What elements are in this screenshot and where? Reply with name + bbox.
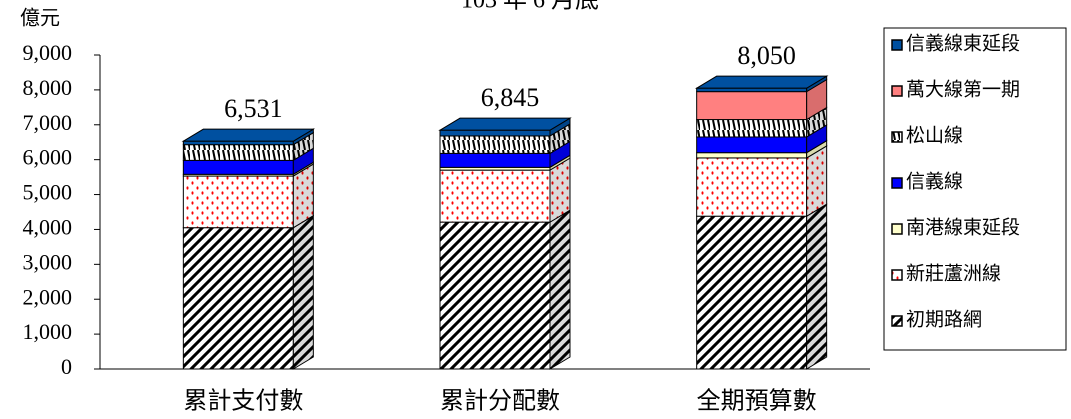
bar-side-shade (806, 79, 827, 120)
bar-segment (439, 154, 571, 172)
bar-side-shade (550, 155, 570, 171)
bar-front (439, 221, 551, 370)
bar-front (696, 91, 808, 121)
x-tick-label: 全期預算數 (697, 388, 817, 415)
bar-side-shade (550, 210, 570, 369)
bar-side-shade (550, 123, 570, 154)
bar-side-shade (550, 141, 570, 168)
bar-front (182, 175, 294, 229)
bar-front (696, 215, 808, 370)
bar-front (439, 129, 551, 137)
y-tick-label: 6,000 (23, 145, 73, 170)
bar-segment (439, 140, 571, 169)
bar-segment (182, 147, 314, 176)
legend-swatch (891, 39, 903, 51)
bar-side-shade (550, 158, 570, 223)
bar-side-shade (293, 164, 314, 228)
y-tick-label: 2,000 (23, 284, 73, 309)
bar-segment (439, 123, 571, 155)
bar-side-shade (550, 118, 570, 136)
bar-side-shade (293, 129, 314, 145)
bar-segment (439, 209, 571, 370)
bar-side-shade (806, 124, 827, 153)
legend-swatch (891, 223, 903, 235)
bar-segment (696, 124, 828, 154)
bar-side-shade (806, 204, 827, 369)
legend-swatch (891, 315, 903, 327)
y-tick-label: 8,000 (23, 75, 73, 100)
bar-front (439, 152, 551, 168)
legend-label: 信義線 (906, 170, 963, 192)
bar-segment (696, 203, 828, 370)
bar-segment (696, 106, 828, 138)
bar-front (182, 140, 294, 146)
bar-front (696, 136, 808, 154)
legend-swatch (891, 131, 903, 143)
bar-front (696, 152, 808, 159)
bar-segment (439, 157, 571, 224)
y-axis-label: 億元 (20, 7, 60, 30)
bar-side-shade (293, 148, 314, 175)
bar-side-shade (806, 145, 827, 217)
y-tick-label: 9,000 (23, 40, 73, 65)
legend-label: 萬大線第一期 (906, 78, 1020, 100)
x-tick-label: 累計分配數 (440, 388, 560, 415)
bar-front (182, 159, 294, 175)
legend-box (883, 27, 1067, 351)
bar-segment (696, 78, 828, 121)
bar-side-shade (806, 107, 827, 137)
bar-segment (182, 214, 314, 370)
legend-label: 信義線東延段 (906, 32, 1020, 54)
y-tick-label: 4,000 (23, 214, 73, 239)
y-tick-label: 3,000 (23, 249, 73, 274)
bar-top (694, 75, 829, 89)
y-tick-label: 1,000 (23, 319, 73, 344)
legend-label: 松山線 (906, 124, 963, 146)
y-tick-label: 0 (61, 354, 72, 379)
legend-swatch (891, 85, 903, 97)
legend-swatch (891, 177, 903, 189)
bar-front (182, 227, 294, 370)
total-label: 6,845 (481, 83, 540, 112)
bar-front (696, 119, 808, 138)
bar-top (438, 117, 572, 131)
x-tick-label: 累計支付數 (183, 388, 303, 415)
y-tick-label: 5,000 (23, 180, 73, 205)
bar-front (696, 87, 808, 93)
legend-swatch (891, 269, 903, 281)
legend-label: 初期路網 (906, 308, 982, 330)
y-tick-label: 7,000 (23, 110, 73, 135)
bar-segment (696, 145, 828, 218)
bar-front (182, 144, 294, 161)
legend-label: 南港線東延段 (906, 216, 1020, 238)
bar-side-shade (293, 132, 314, 161)
bar-side-shade (293, 215, 314, 369)
total-label: 8,050 (737, 41, 796, 70)
bar-front (439, 169, 551, 223)
legend-label: 新莊蘆洲線 (906, 262, 1001, 284)
bar-side-shade (806, 140, 827, 158)
bar-side-shade (806, 76, 827, 92)
chart-title: 103 年 6 月底 (461, 0, 599, 14)
bar-front (439, 135, 551, 154)
total-label: 6,531 (224, 94, 283, 123)
bar-top (181, 128, 316, 142)
bar-front (696, 157, 808, 217)
